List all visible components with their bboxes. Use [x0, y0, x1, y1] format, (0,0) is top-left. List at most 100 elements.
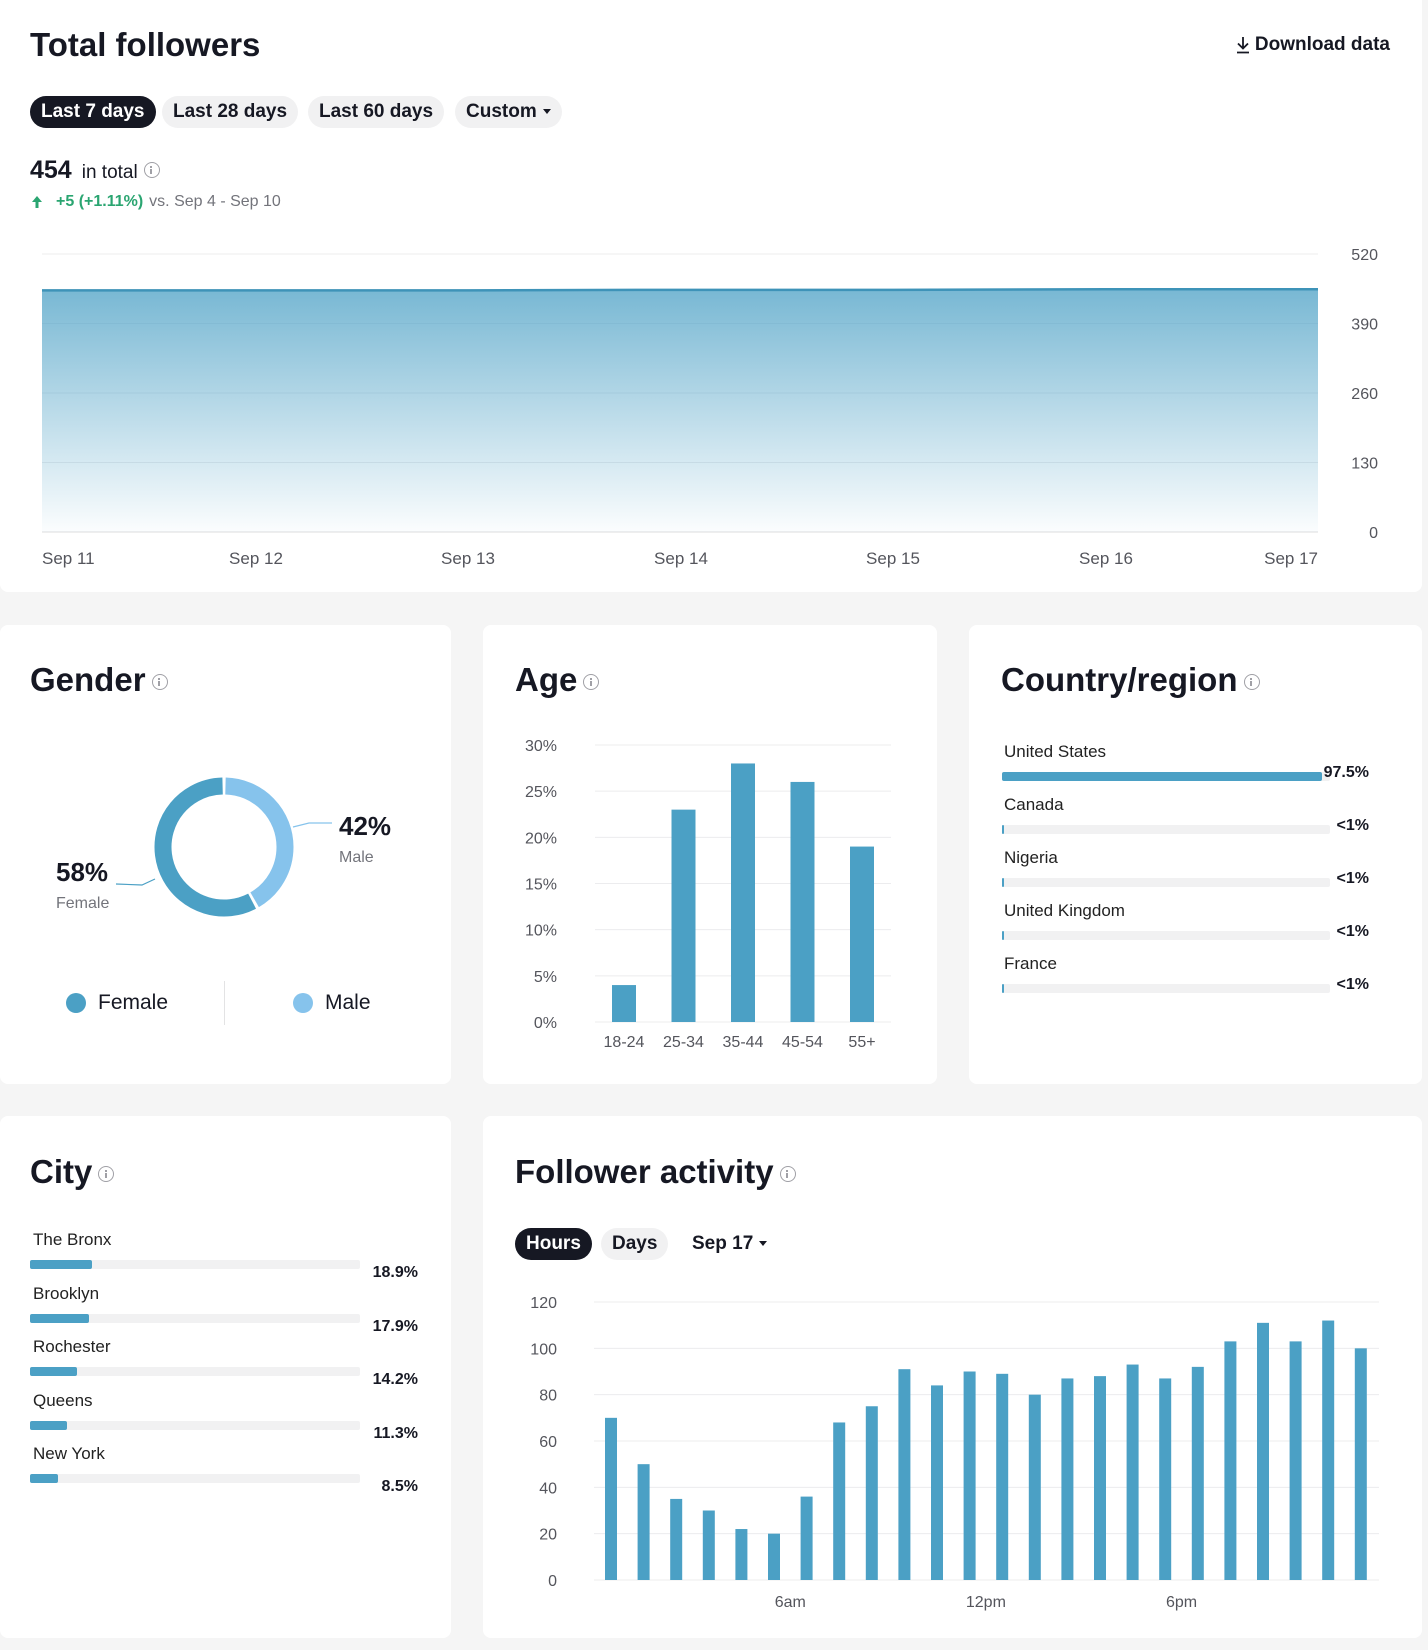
country-card: Country/region United States 97.5% Canada <…: [969, 625, 1422, 1084]
activity-bar: [637, 1464, 650, 1580]
activity-bar: [702, 1510, 715, 1580]
country-row-bar-fill: [1002, 825, 1004, 834]
country-row-label: Canada: [1004, 795, 1064, 814]
arrow-up-icon: [30, 195, 44, 209]
x-tick-label: Sep 16: [1079, 549, 1133, 568]
activity-bar: [865, 1406, 878, 1580]
city-row-bar-fill: [30, 1313, 90, 1323]
x-tick-label: 6am: [775, 1594, 806, 1611]
follower-activity-card: Follower activity Hours Days Sep 17 0 20 4…: [483, 1116, 1422, 1638]
activity-bar: [931, 1385, 943, 1580]
activity-bar: [1322, 1320, 1335, 1580]
female-label: Female: [56, 895, 110, 912]
city-row-label: Brooklyn: [33, 1283, 100, 1303]
x-tick-label: 45-54: [782, 1034, 823, 1051]
y-tick-label: 60: [539, 1434, 557, 1451]
country-row-bar-track: [1002, 931, 1330, 940]
country-row-bar-fill: [1002, 984, 1004, 993]
age-bar-chart: 0% 5% 10% 15% 20% 25% 30% 18-24 25-34 35-44 45-54 5…: [525, 738, 891, 1051]
x-tick-label: Sep 13: [441, 549, 495, 568]
city-row-bar-track: [30, 1420, 360, 1430]
date-select[interactable]: Sep 17: [692, 1228, 768, 1260]
tab-days[interactable]: Days: [601, 1228, 669, 1260]
city-row-value: 18.9%: [372, 1264, 418, 1281]
total-count: 454: [30, 156, 72, 184]
male-leader-line: [292, 822, 332, 828]
download-data-button[interactable]: Download data: [1235, 34, 1390, 56]
activity-bar: [1191, 1366, 1204, 1580]
country-title-text: Country/region: [1001, 661, 1238, 698]
male-pct: 42%: [339, 811, 392, 841]
activity-bar: [996, 1373, 1009, 1580]
y-tick-label: 15%: [525, 877, 557, 894]
info-icon[interactable]: [143, 162, 160, 178]
activity-title: Follower activity: [515, 1153, 796, 1191]
city-row-bar-fill: [30, 1420, 68, 1430]
city-row-label: The Bronx: [33, 1230, 112, 1249]
gender-donut-chart: [115, 777, 332, 917]
info-icon[interactable]: [1243, 674, 1260, 691]
activity-bar: [1289, 1341, 1302, 1580]
city-row-bar-track: [30, 1474, 360, 1483]
range-last-28-days[interactable]: Last 28 days: [162, 96, 299, 128]
activity-bar: [1028, 1394, 1041, 1580]
activity-bar: [735, 1529, 748, 1580]
y-tick-label: 30%: [525, 738, 557, 755]
age-title-text: Age: [515, 661, 578, 698]
y-tick-label: 120: [530, 1295, 557, 1312]
total-followers-chart: 0 130 260 390 520 Sep 11 Sep 12 Sep 13 Sep 14 Sep…: [42, 247, 1378, 568]
range-last-7-days[interactable]: Last 7 days: [30, 96, 156, 128]
country-row-bar-track: [1002, 984, 1330, 993]
total-change-compare: vs. Sep 4 - Sep 10: [149, 193, 281, 210]
activity-bar: [1159, 1378, 1172, 1580]
city-row-bar-track: [30, 1313, 360, 1323]
range-last-60-days[interactable]: Last 60 days: [308, 96, 445, 128]
activity-bar: [1061, 1378, 1074, 1580]
female-dot: [66, 993, 86, 1013]
y-tick-label: 20%: [525, 830, 557, 847]
age-bar: [850, 846, 874, 1022]
range-custom-label: Custom: [466, 101, 537, 122]
age-bar: [612, 985, 636, 1022]
city-title: City: [30, 1153, 115, 1191]
city-row-value: 14.2%: [372, 1371, 418, 1388]
info-icon[interactable]: [151, 674, 168, 691]
legend-male: Male: [293, 991, 371, 1015]
info-icon[interactable]: [98, 1166, 115, 1183]
caret-down-icon: [759, 1241, 768, 1247]
info-icon[interactable]: [779, 1166, 796, 1183]
y-tick-label: 25%: [525, 784, 557, 801]
country-row-bar-track: [1002, 772, 1330, 781]
city-row-bar-fill: [30, 1474, 59, 1483]
area-fill: [42, 289, 1318, 532]
activity-bar: [1354, 1348, 1367, 1580]
city-row-label: Queens: [33, 1390, 93, 1410]
activity-bar: [768, 1533, 780, 1580]
y-tick-label: 100: [530, 1341, 557, 1358]
city-row-value: 17.9%: [372, 1317, 418, 1335]
age-bar: [671, 809, 696, 1022]
country-row-label: Nigeria: [1004, 848, 1058, 867]
activity-bar: [605, 1417, 617, 1580]
activity-bar: [1094, 1376, 1106, 1580]
activity-bar: [1257, 1322, 1269, 1580]
male-dot: [293, 993, 313, 1013]
range-custom[interactable]: Custom: [455, 96, 562, 128]
tab-hours[interactable]: Hours: [515, 1228, 592, 1260]
activity-bar-chart: 0 20 40 60 80 100 120 6am 12pm 6pm: [530, 1295, 1379, 1611]
activity-bar: [800, 1496, 813, 1580]
x-tick-label: Sep 17: [1264, 549, 1318, 568]
x-tick-label: Sep 11: [42, 549, 95, 568]
activity-title-text: Follower activity: [515, 1153, 774, 1190]
y-tick-label: 80: [539, 1388, 557, 1405]
legend-male-label: Male: [325, 991, 371, 1014]
city-row-value: 11.3%: [373, 1424, 418, 1442]
area-line: [42, 288, 1318, 292]
x-tick-label: 6pm: [1166, 1594, 1197, 1611]
city-title-text: City: [30, 1153, 93, 1190]
activity-bar: [898, 1369, 911, 1580]
y-tick-label: 20: [539, 1527, 557, 1544]
info-icon[interactable]: [583, 674, 600, 691]
city-row-value: 8.5%: [381, 1478, 418, 1495]
country-row-value: 97.5%: [1323, 764, 1369, 781]
